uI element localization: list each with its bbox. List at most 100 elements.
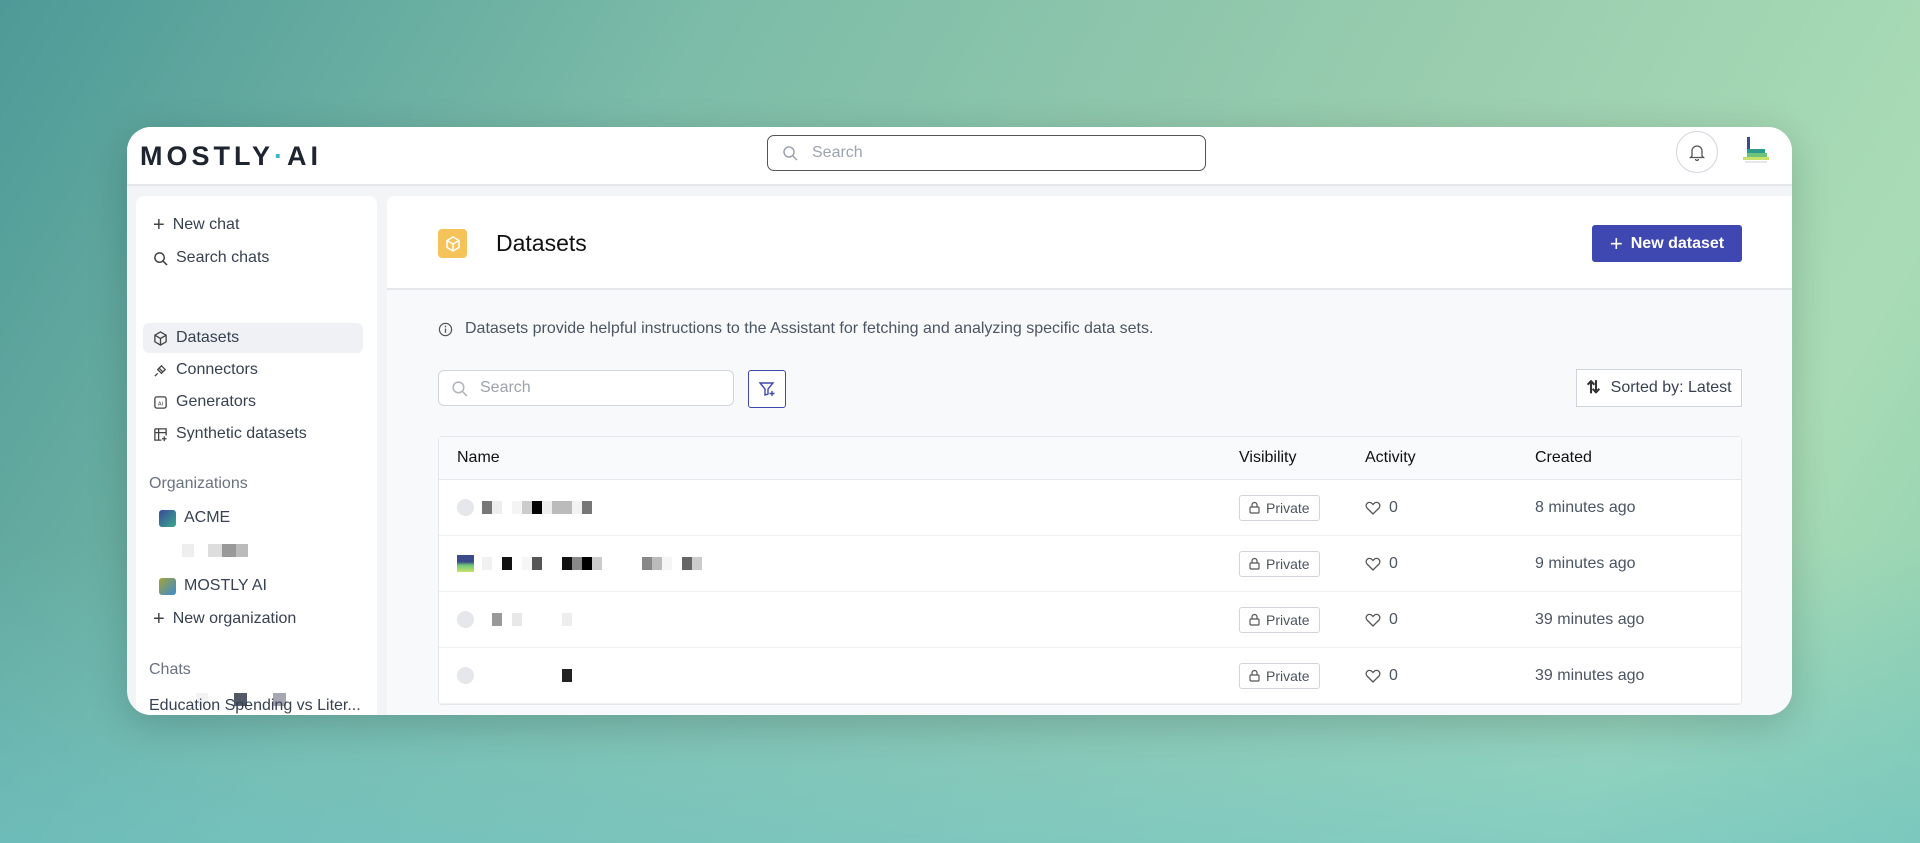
search-icon xyxy=(783,146,798,161)
redaction-block xyxy=(562,612,572,626)
column-created[interactable]: Created xyxy=(1535,449,1592,466)
redaction-block xyxy=(502,613,512,626)
dataset-search-input[interactable]: Search xyxy=(438,370,734,406)
sort-arrows-icon: ⇅ xyxy=(1586,378,1601,397)
redaction-block xyxy=(622,557,632,570)
sidebar-item-datasets[interactable]: Datasets xyxy=(143,323,363,353)
column-visibility[interactable]: Visibility xyxy=(1239,449,1297,466)
redaction-block xyxy=(662,556,672,570)
redaction-block xyxy=(522,556,532,570)
organizations-heading: Organizations xyxy=(149,475,248,492)
table-row[interactable]: Private 0 39 minutes ago xyxy=(439,648,1741,704)
notifications-button[interactable] xyxy=(1676,131,1718,173)
chat-item-education[interactable]: Education Spending vs Liter... xyxy=(149,697,361,714)
redaction-block xyxy=(502,556,512,570)
heart-icon[interactable] xyxy=(1365,501,1381,515)
app-window: MOSTLY·AI Search + New chat Search chats … xyxy=(127,127,1792,715)
redaction-block xyxy=(562,556,572,570)
column-activity[interactable]: Activity xyxy=(1365,449,1416,466)
datasets-table: Name Visibility Activity Created Private… xyxy=(438,436,1742,705)
redaction-block xyxy=(512,500,522,514)
dataset-name[interactable] xyxy=(439,499,1239,517)
dataset-name[interactable] xyxy=(439,667,1239,685)
redaction-block xyxy=(502,501,512,514)
redaction-block xyxy=(492,500,502,514)
sidebar-item-synthetic-datasets[interactable]: Synthetic datasets xyxy=(143,419,363,449)
redaction-block xyxy=(522,613,532,626)
svg-text:AI: AI xyxy=(158,401,164,407)
owner-avatar xyxy=(457,555,474,572)
redaction-block xyxy=(542,613,552,626)
redaction-block xyxy=(532,669,542,682)
lock-icon xyxy=(1249,501,1260,514)
new-organization-button[interactable]: + New organization xyxy=(153,607,297,630)
visibility-badge: Private xyxy=(1239,662,1320,689)
redaction-block xyxy=(532,500,542,514)
redacted-workspace[interactable] xyxy=(182,542,248,560)
logo[interactable]: MOSTLY·AI xyxy=(140,141,323,171)
owner-avatar xyxy=(457,499,474,516)
redaction-block xyxy=(632,557,642,570)
redaction-block xyxy=(482,556,492,570)
redaction-block xyxy=(522,669,532,682)
org-mostly-ai[interactable]: MOSTLY AI xyxy=(149,571,369,601)
table-sparkle-icon xyxy=(154,427,167,441)
redaction-block xyxy=(552,669,562,682)
redaction-block xyxy=(562,500,572,514)
redaction-block xyxy=(542,557,552,570)
sidebar-item-generators[interactable]: AI Generators xyxy=(143,387,363,417)
redaction-block xyxy=(572,556,582,570)
sort-button[interactable]: ⇅ Sorted by: Latest xyxy=(1576,369,1742,407)
new-dataset-button[interactable]: + New dataset xyxy=(1592,225,1742,262)
redacted-name xyxy=(482,499,592,517)
info-banner: Datasets provide helpful instructions to… xyxy=(438,320,1153,338)
search-chats-button[interactable]: Search chats xyxy=(143,243,363,273)
redaction-block xyxy=(512,557,522,570)
search-icon xyxy=(154,251,168,266)
visibility-badge: Private xyxy=(1239,550,1320,577)
table-row[interactable]: Private 0 8 minutes ago xyxy=(439,480,1741,536)
redaction-block xyxy=(552,557,562,570)
column-name[interactable]: Name xyxy=(457,449,500,466)
heart-icon[interactable] xyxy=(1365,669,1381,683)
filter-plus-icon xyxy=(758,382,775,396)
bell-icon xyxy=(1689,145,1705,161)
chats-heading: Chats xyxy=(149,661,191,678)
global-search-input[interactable]: Search xyxy=(767,135,1206,171)
visibility-badge: Private xyxy=(1239,606,1320,633)
filter-button[interactable] xyxy=(748,370,786,408)
heart-icon[interactable] xyxy=(1365,613,1381,627)
sidebar-item-connectors[interactable]: Connectors xyxy=(143,355,363,385)
owner-avatar xyxy=(457,611,474,628)
redacted-chat[interactable] xyxy=(196,691,286,709)
table-row[interactable]: Private 0 9 minutes ago xyxy=(439,536,1741,592)
redaction-block xyxy=(572,500,582,514)
dataset-name[interactable] xyxy=(439,555,1239,573)
redaction-block xyxy=(642,556,652,570)
redacted-name xyxy=(482,555,702,573)
table-row[interactable]: Private 0 39 minutes ago xyxy=(439,592,1741,648)
redaction-block xyxy=(532,613,542,626)
redaction-block xyxy=(562,668,572,682)
redaction-block xyxy=(542,669,552,682)
heart-icon[interactable] xyxy=(1365,557,1381,571)
redaction-block xyxy=(542,500,552,514)
new-chat-button[interactable]: + New chat xyxy=(153,213,240,236)
redaction-block xyxy=(482,613,492,626)
visibility-badge: Private xyxy=(1239,494,1320,521)
redaction-block xyxy=(612,557,622,570)
redacted-name xyxy=(482,611,572,629)
plus-icon: + xyxy=(153,607,165,630)
main-panel: Datasets + New dataset Datasets provide h… xyxy=(387,196,1792,715)
redaction-block xyxy=(602,557,612,570)
redaction-block xyxy=(582,500,592,514)
dataset-name[interactable] xyxy=(439,611,1239,629)
redaction-block xyxy=(512,612,522,626)
page-header: Datasets + New dataset xyxy=(387,196,1792,290)
user-avatar[interactable] xyxy=(1741,135,1771,169)
org-acme[interactable]: ACME xyxy=(149,503,369,533)
redaction-block xyxy=(652,556,662,570)
redaction-block xyxy=(492,669,502,682)
redaction-block xyxy=(492,557,502,570)
table-header: Name Visibility Activity Created xyxy=(439,437,1741,480)
